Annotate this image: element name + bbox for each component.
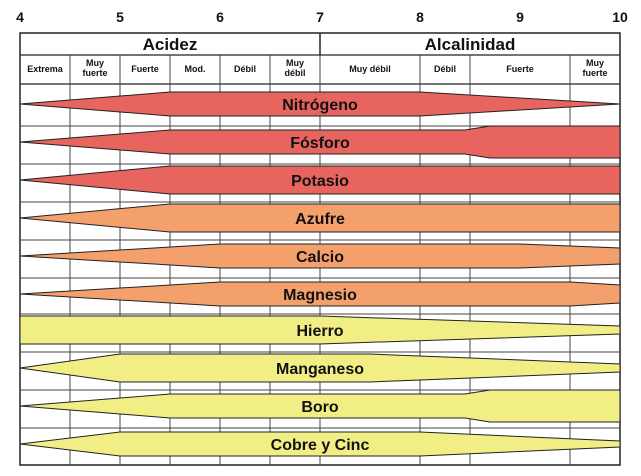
nutrient-bands: Nitrógeno Fósforo Potasio Azufre Calcio Magne…: [19, 91, 621, 457]
nutrient-band: Boro: [19, 389, 621, 423]
nutrient-band: Nitrógeno: [19, 91, 621, 117]
nutrient-band-label: Azufre: [295, 211, 345, 228]
nutrient-band: Azufre: [19, 203, 621, 233]
strength-label: Extrema: [27, 64, 64, 74]
nutrient-band-label: Boro: [301, 399, 339, 416]
nutrient-band: Potasio: [19, 165, 621, 195]
nutrient-band-shape: [19, 431, 621, 457]
strength-label: Débil: [234, 64, 256, 74]
nutrient-band-label: Potasio: [291, 173, 349, 190]
strength-label: Mod.: [185, 64, 206, 74]
nutrient-band: Fósforo: [19, 125, 621, 159]
nutrient-band-shape: [19, 91, 621, 117]
ph-tick-label: 10: [612, 9, 628, 25]
ph-tick-label: 5: [116, 9, 124, 25]
nutrient-band-label: Nitrógeno: [282, 97, 358, 114]
labels: 4 5 6 7 8 9 10 Acidez Alcalinidad Extrema Muy fuert…: [16, 9, 628, 78]
nutrient-band-shape: [19, 281, 621, 307]
ph-tick-label: 8: [416, 9, 424, 25]
ph-tick-label: 6: [216, 9, 224, 25]
nutrient-band-label: Manganeso: [276, 361, 364, 378]
nutrient-band-label: Fósforo: [290, 135, 350, 152]
strength-label: Fuerte: [131, 64, 159, 74]
strength-label: Débil: [434, 64, 456, 74]
nutrient-band-label: Magnesio: [283, 287, 357, 304]
strength-label: Muy débil: [349, 64, 391, 74]
strength-label: Muy fuerte: [582, 58, 607, 78]
nutrient-band-shape: [19, 315, 621, 345]
acidity-label: Acidez: [143, 35, 198, 54]
nutrient-band-shape: [19, 243, 621, 269]
strength-label: Muy débil: [284, 58, 305, 78]
ph-tick-label: 4: [16, 9, 24, 25]
strength-label: Muy fuerte: [82, 58, 107, 78]
nutrient-band: Cobre y Cinc: [19, 431, 621, 457]
nutrient-band: Hierro: [19, 315, 621, 345]
nutrient-band-label: Cobre y Cinc: [271, 437, 370, 454]
ph-tick-label: 7: [316, 9, 324, 25]
nutrient-band-shape: [19, 165, 621, 195]
ph-tick-label: 9: [516, 9, 524, 25]
nutrient-band: Magnesio: [19, 281, 621, 307]
nutrient-band-label: Calcio: [296, 249, 344, 266]
nutrient-band: Manganeso: [19, 353, 621, 383]
nutrient-band-shape: [19, 389, 621, 423]
nutrient-band-shape: [19, 203, 621, 233]
strength-label: Fuerte: [506, 64, 534, 74]
nutrient-band-label: Hierro: [296, 323, 343, 340]
nutrient-band-shape: [19, 125, 621, 159]
nutrient-band: Calcio: [19, 243, 621, 269]
nutrient-band-shape: [19, 353, 621, 383]
alkalinity-label: Alcalinidad: [425, 35, 516, 54]
